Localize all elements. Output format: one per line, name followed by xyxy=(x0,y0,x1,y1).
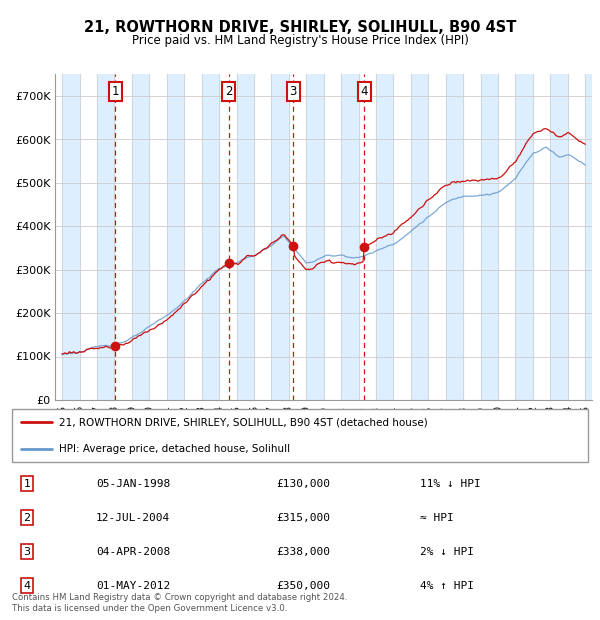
Text: 05-JAN-1998: 05-JAN-1998 xyxy=(96,479,170,489)
Text: 01-MAY-2012: 01-MAY-2012 xyxy=(96,581,170,591)
Text: 3: 3 xyxy=(290,86,297,98)
Text: HPI: Average price, detached house, Solihull: HPI: Average price, detached house, Soli… xyxy=(59,444,290,454)
Text: 21, ROWTHORN DRIVE, SHIRLEY, SOLIHULL, B90 4ST: 21, ROWTHORN DRIVE, SHIRLEY, SOLIHULL, B… xyxy=(84,20,516,35)
Bar xyxy=(515,74,533,400)
Bar xyxy=(132,74,149,400)
Text: 21, ROWTHORN DRIVE, SHIRLEY, SOLIHULL, B90 4ST (detached house): 21, ROWTHORN DRIVE, SHIRLEY, SOLIHULL, B… xyxy=(59,417,428,427)
Bar xyxy=(202,74,219,400)
Text: 11% ↓ HPI: 11% ↓ HPI xyxy=(420,479,481,489)
Bar xyxy=(167,74,184,400)
Text: £315,000: £315,000 xyxy=(276,513,330,523)
Text: 2: 2 xyxy=(225,86,232,98)
Bar xyxy=(271,74,289,400)
Bar xyxy=(62,74,80,400)
Text: 3: 3 xyxy=(23,547,31,557)
Text: £130,000: £130,000 xyxy=(276,479,330,489)
Bar xyxy=(341,74,359,400)
Bar xyxy=(306,74,324,400)
Text: 1: 1 xyxy=(23,479,31,489)
Text: ≈ HPI: ≈ HPI xyxy=(420,513,454,523)
Text: 12-JUL-2004: 12-JUL-2004 xyxy=(96,513,170,523)
Bar xyxy=(550,74,568,400)
Text: 4: 4 xyxy=(361,86,368,98)
Bar xyxy=(236,74,254,400)
Text: 2% ↓ HPI: 2% ↓ HPI xyxy=(420,547,474,557)
Bar xyxy=(411,74,428,400)
Text: 4% ↑ HPI: 4% ↑ HPI xyxy=(420,581,474,591)
Text: £338,000: £338,000 xyxy=(276,547,330,557)
Text: £350,000: £350,000 xyxy=(276,581,330,591)
Text: 1: 1 xyxy=(112,86,119,98)
Text: Price paid vs. HM Land Registry's House Price Index (HPI): Price paid vs. HM Land Registry's House … xyxy=(131,34,469,46)
Text: Contains HM Land Registry data © Crown copyright and database right 2024.
This d: Contains HM Land Registry data © Crown c… xyxy=(12,593,347,613)
Text: 2: 2 xyxy=(23,513,31,523)
Bar xyxy=(97,74,115,400)
Text: 4: 4 xyxy=(23,581,31,591)
Bar xyxy=(446,74,463,400)
Text: 04-APR-2008: 04-APR-2008 xyxy=(96,547,170,557)
Bar xyxy=(376,74,394,400)
Bar xyxy=(585,74,600,400)
Bar xyxy=(481,74,498,400)
